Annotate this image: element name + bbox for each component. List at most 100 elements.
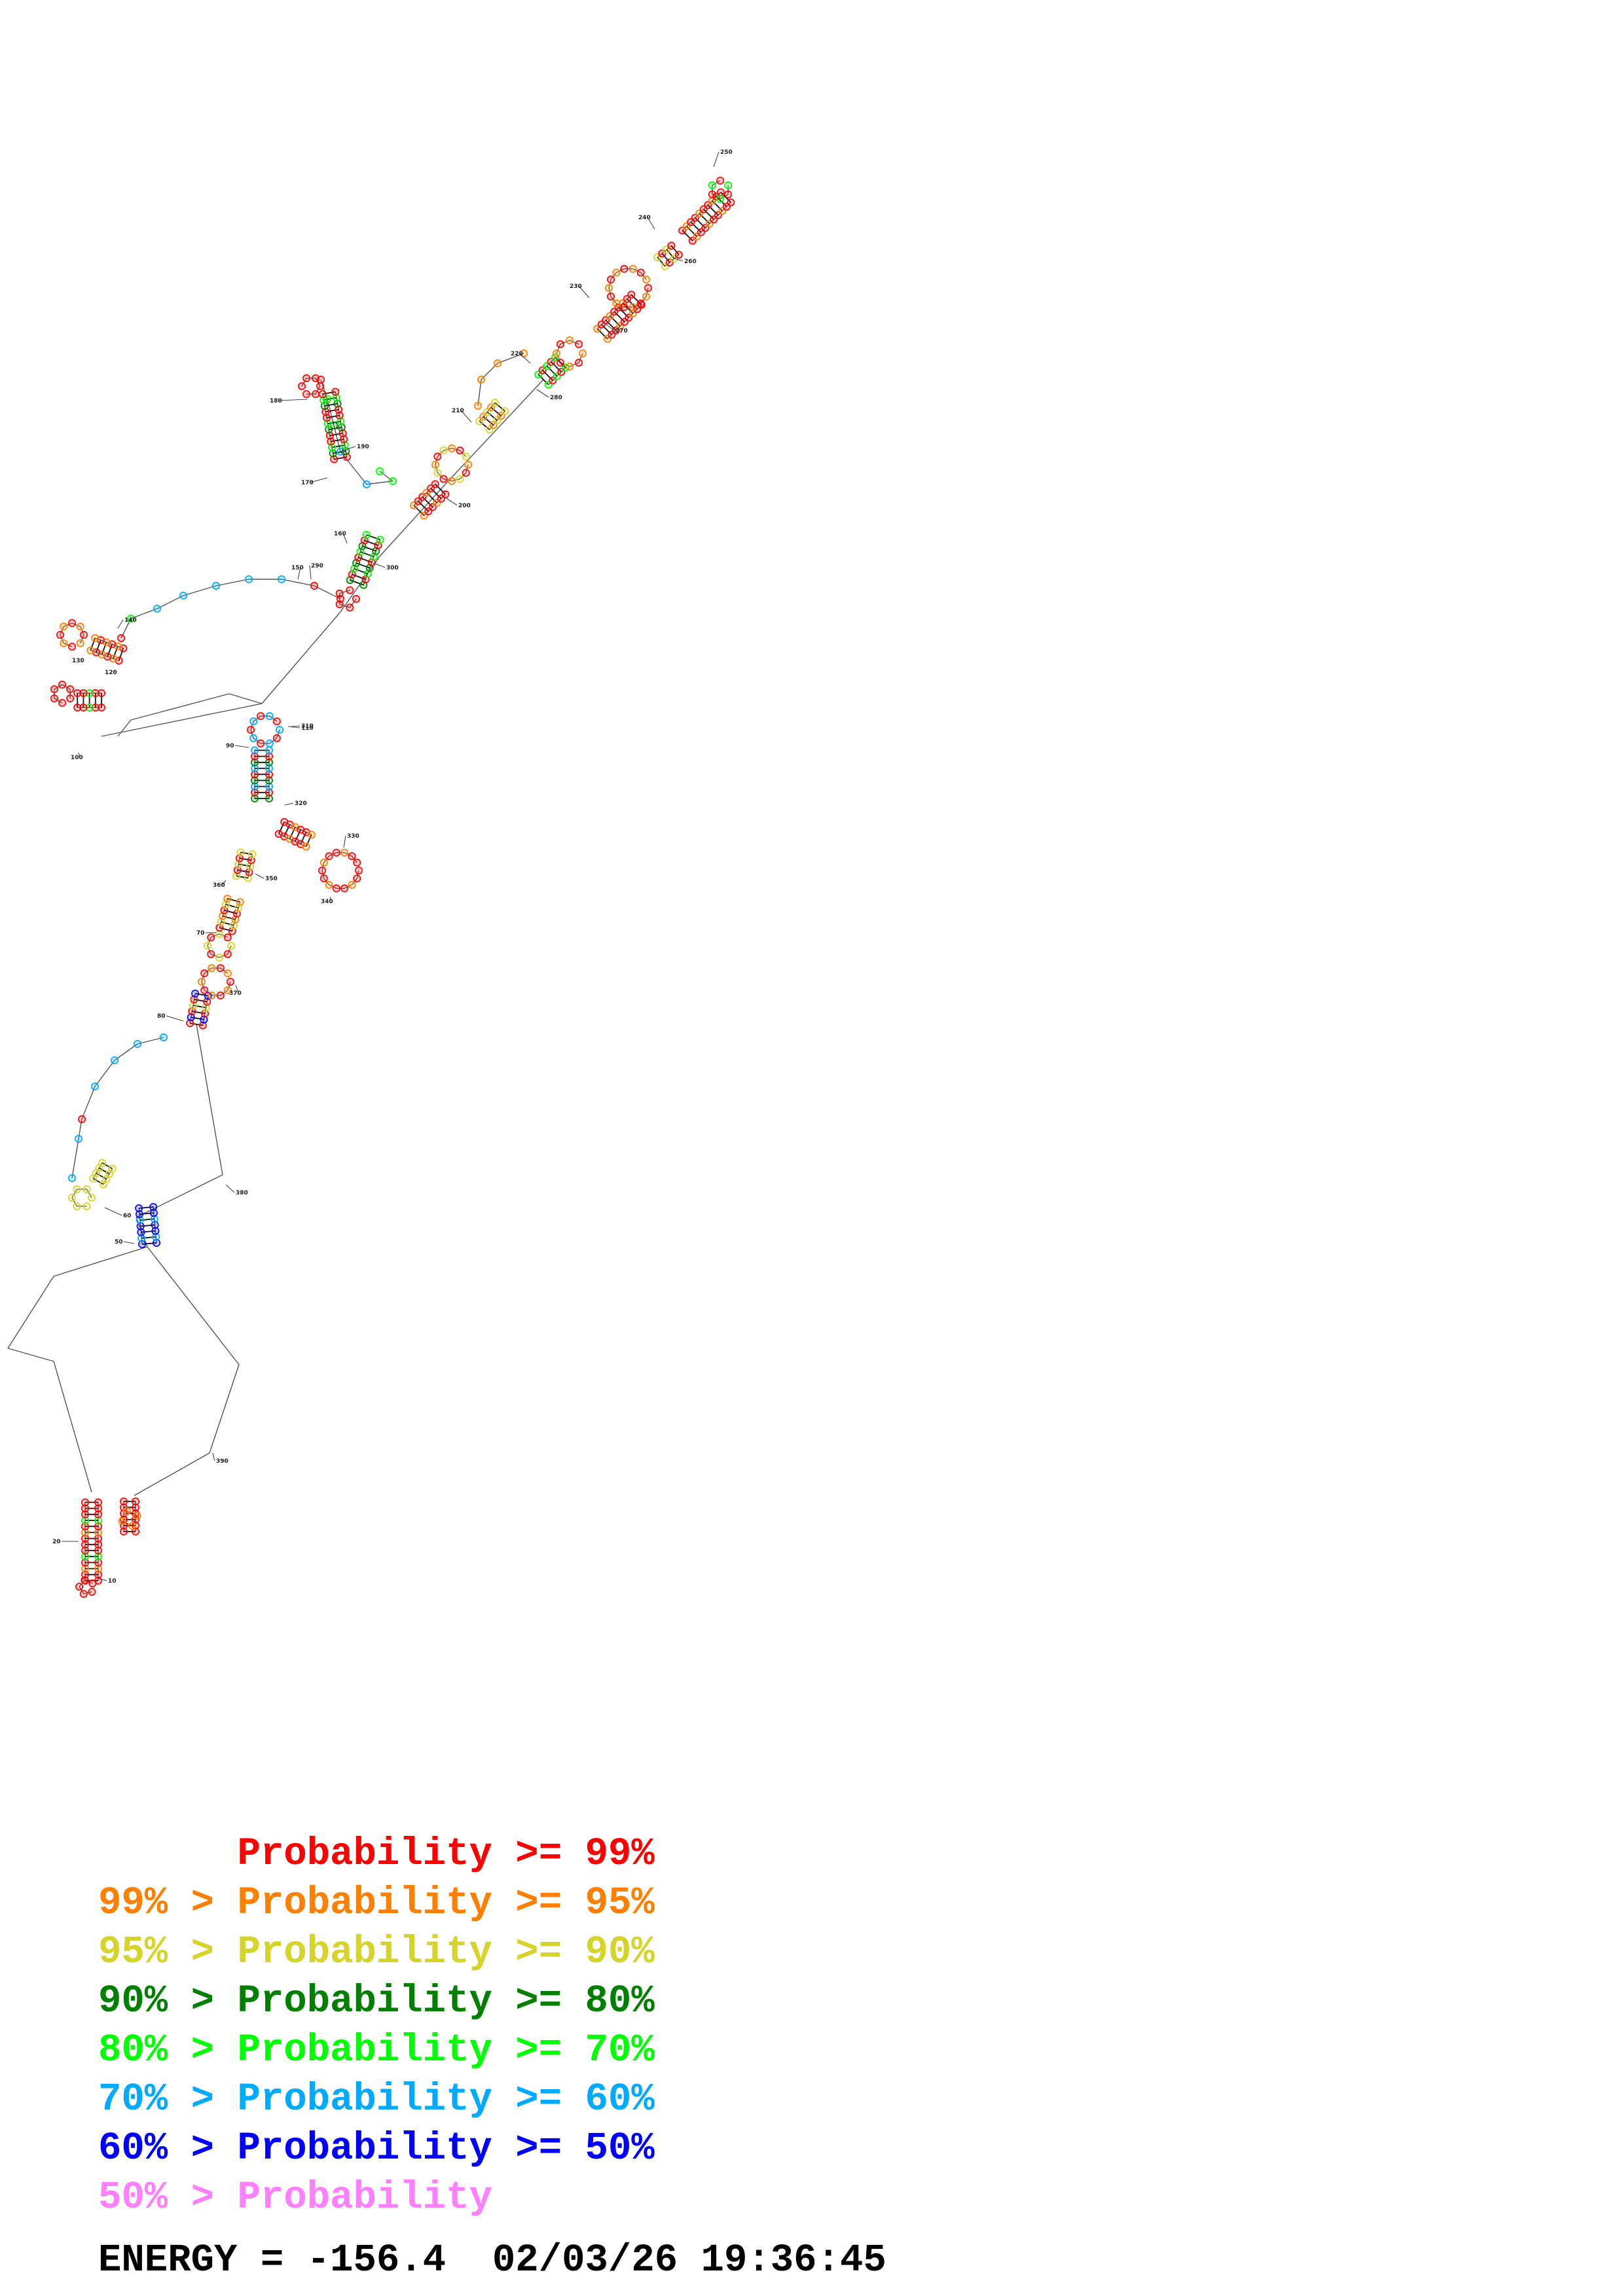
base-pair: [630, 294, 642, 306]
nucleotide: [81, 1510, 90, 1518]
nucleotide: [272, 717, 281, 726]
index-label: 360: [213, 882, 225, 889]
nucleotide: [250, 764, 259, 773]
nucleotide: [311, 390, 319, 399]
index-label: 50: [115, 1239, 123, 1246]
base-pair: [546, 365, 558, 377]
nucleotide: [152, 1232, 160, 1241]
legend-row: 90% > Probability >= 80%: [98, 1977, 655, 2026]
nucleotide: [223, 933, 232, 942]
nucleotide: [85, 704, 94, 712]
index-label: 170: [301, 480, 314, 486]
legend-label: Probability >= 95%: [237, 1881, 655, 1925]
base-pair: [331, 439, 344, 442]
nucleotide: [346, 603, 354, 612]
nucleotide: [108, 1164, 117, 1173]
legend-row: 80% > Probability >= 70%: [98, 2026, 655, 2075]
nucleotide: [456, 475, 464, 483]
base-pair: [236, 875, 249, 879]
base-pair: [426, 492, 437, 503]
base-pair: [360, 551, 374, 558]
nucleotide: [136, 1222, 145, 1230]
nucleotide: [223, 986, 232, 994]
nucleotide: [348, 880, 356, 889]
nucleotide: [552, 349, 560, 357]
nucleotide: [120, 1498, 128, 1506]
base-pair: [221, 921, 234, 926]
legend-label: Probability >= 80%: [237, 1979, 655, 2023]
index-label: 380: [236, 1190, 248, 1196]
nucleotide: [716, 176, 725, 185]
nucleotide: [575, 359, 583, 367]
legend-label: Probability >= 50%: [237, 2126, 655, 2170]
nucleotide: [325, 852, 333, 861]
nucleotide: [94, 1534, 103, 1543]
nucleotide: [319, 858, 328, 867]
nucleotide: [708, 190, 716, 198]
nucleotide: [620, 303, 629, 312]
legend-label: Probability >= 60%: [237, 2077, 655, 2121]
nucleotide: [340, 435, 348, 444]
nucleotide: [354, 867, 363, 875]
nucleotide: [431, 480, 439, 488]
nucleotide: [606, 275, 615, 283]
base-pair: [113, 646, 119, 659]
nucleotide: [208, 991, 216, 999]
base-pair: [305, 834, 312, 847]
base-pair: [354, 568, 368, 575]
nucleotide: [244, 575, 253, 583]
base-pair: [222, 915, 236, 920]
index-labels: 10 20 50 60 70 80 90 100 110 120 130 140 150 160 170 18…: [52, 149, 733, 1585]
nucleotide: [118, 1517, 126, 1526]
nucleotide: [135, 1204, 143, 1213]
nucleotide: [250, 770, 259, 779]
base-pair: [278, 821, 285, 834]
base-pair: [141, 1242, 157, 1245]
nucleotide: [68, 619, 77, 627]
index-label: 300: [386, 565, 399, 571]
legend-lead: 70% >: [98, 2077, 238, 2121]
base-pair: [538, 374, 549, 386]
nucleotide: [302, 374, 310, 382]
nucleotide: [311, 374, 319, 382]
nucleotide: [716, 194, 725, 203]
nucleotide: [236, 898, 244, 906]
index-label: 150: [291, 565, 304, 571]
legend-lead: 80% >: [98, 2028, 238, 2072]
nucleotide: [216, 964, 225, 973]
nucleotide: [58, 681, 67, 689]
nucleotide: [332, 884, 340, 893]
nucleotide: [200, 1009, 209, 1018]
base-pair: [352, 573, 366, 580]
base-pair: [329, 433, 343, 437]
nucleotide: [81, 1576, 89, 1585]
nucleotide-circles: [50, 176, 735, 1598]
nucleotide: [250, 788, 259, 797]
nucleotide: [98, 1158, 107, 1167]
nucleotide: [137, 1228, 145, 1236]
nucleotide: [320, 402, 329, 410]
nucleotide: [642, 275, 650, 283]
nucleotide: [197, 978, 206, 986]
nucleotide: [132, 1503, 140, 1512]
base-pair: [494, 402, 505, 412]
nucleotide: [724, 181, 733, 189]
legend-row: 95% > Probability >= 90%: [98, 1928, 655, 1977]
nucleotide: [340, 884, 349, 893]
nucleotide: [335, 600, 344, 609]
nucleotide: [257, 739, 265, 747]
nucleotide: [464, 460, 472, 469]
nucleotide: [98, 704, 106, 712]
nucleotide: [122, 1507, 131, 1515]
base-pair: [661, 253, 670, 263]
base-pair: [362, 545, 376, 552]
legend-label: Probability: [237, 2176, 492, 2219]
index-label: 250: [720, 149, 733, 156]
nucleotide: [250, 782, 259, 791]
nucleotide: [120, 1528, 128, 1536]
nucleotide: [490, 399, 499, 407]
index-label: 330: [347, 833, 359, 840]
nucleotide: [60, 639, 68, 647]
nucleotide: [441, 490, 450, 499]
nucleotide: [81, 1552, 90, 1561]
